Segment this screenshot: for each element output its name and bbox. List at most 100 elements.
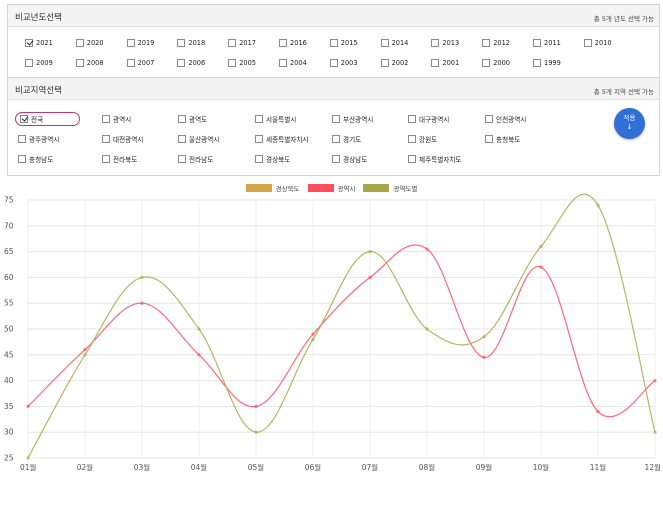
year-2009-checkbox[interactable]: 2009 — [25, 57, 53, 69]
checkbox-unchecked-icon[interactable] — [431, 59, 440, 67]
checkbox-unchecked-icon[interactable] — [177, 39, 186, 47]
year-2016-checkbox[interactable]: 2016 — [279, 37, 307, 49]
checkbox-unchecked-icon[interactable] — [102, 115, 110, 123]
checkbox-unchecked-icon[interactable] — [485, 135, 493, 143]
checkbox-unchecked-icon[interactable] — [178, 115, 186, 123]
data-point-2 — [368, 250, 372, 254]
checkbox-unchecked-icon[interactable] — [178, 135, 186, 143]
year-2015-checkbox[interactable]: 2015 — [329, 37, 358, 49]
year-2007-checkbox[interactable]: 2007 — [126, 57, 154, 69]
region-0-checkbox[interactable]: 전국 — [15, 112, 81, 126]
region-8-checkbox[interactable]: 대전광역시 — [102, 133, 143, 145]
checkbox-unchecked-icon[interactable] — [583, 39, 592, 47]
checkbox-unchecked-icon[interactable] — [380, 59, 389, 67]
checkbox-unchecked-icon[interactable] — [126, 39, 135, 47]
checkbox-unchecked-icon[interactable] — [485, 115, 493, 123]
checkbox-unchecked-icon[interactable] — [329, 59, 338, 67]
year-2004-checkbox[interactable]: 2004 — [279, 57, 307, 69]
legend-item[interactable]: 광역도별 — [363, 183, 417, 193]
region-10-checkbox[interactable]: 세종특별자치시 — [255, 133, 308, 145]
x-tick-label: 04월 — [191, 462, 208, 472]
checkbox-unchecked-icon[interactable] — [255, 135, 263, 143]
checkbox-unchecked-icon[interactable] — [18, 135, 26, 143]
year-2018-checkbox[interactable]: 2018 — [177, 37, 205, 49]
year-2008-checkbox[interactable]: 2008 — [75, 57, 104, 69]
checkbox-unchecked-icon[interactable] — [408, 135, 416, 143]
checkbox-unchecked-icon[interactable] — [482, 59, 491, 67]
region-12-checkbox[interactable]: 강원도 — [408, 133, 437, 145]
region-panel-title: 비교지역선택 — [15, 86, 62, 96]
checkbox-unchecked-icon[interactable] — [18, 155, 26, 163]
year-1999-checkbox[interactable]: 1999 — [533, 57, 561, 69]
region-7-checkbox[interactable]: 광주광역시 — [18, 133, 59, 145]
year-2006-checkbox[interactable]: 2006 — [177, 57, 205, 69]
region-18-checkbox[interactable]: 경상남도 — [332, 153, 367, 165]
year-2009-label: 2009 — [36, 59, 53, 67]
checkbox-unchecked-icon[interactable] — [332, 135, 340, 143]
year-2005-label: 2005 — [239, 59, 256, 67]
year-2020-checkbox[interactable]: 2020 — [75, 37, 104, 49]
region-19-checkbox[interactable]: 제주특별자치도 — [408, 153, 461, 165]
checkbox-checked-icon[interactable] — [25, 39, 33, 47]
region-6-checkbox[interactable]: 인천광역시 — [485, 113, 526, 125]
checkbox-unchecked-icon[interactable] — [332, 155, 340, 163]
checkbox-unchecked-icon[interactable] — [279, 59, 287, 67]
checkbox-unchecked-icon[interactable] — [380, 39, 389, 47]
legend-swatch — [245, 184, 272, 192]
year-2011-label: 2011 — [544, 39, 561, 47]
region-9-checkbox[interactable]: 울산광역시 — [178, 133, 219, 145]
region-1-checkbox[interactable]: 광역시 — [102, 113, 131, 125]
region-17-checkbox[interactable]: 경상북도 — [255, 153, 290, 165]
checkbox-unchecked-icon[interactable] — [178, 155, 186, 163]
checkbox-unchecked-icon[interactable] — [177, 59, 186, 67]
checkbox-checked-icon[interactable] — [20, 115, 28, 123]
year-2000-checkbox[interactable]: 2000 — [482, 57, 510, 69]
year-2010-checkbox[interactable]: 2010 — [583, 37, 612, 49]
legend-item[interactable]: 경상북도 — [245, 183, 300, 193]
year-2013-checkbox[interactable]: 2013 — [431, 37, 459, 49]
region-11-checkbox[interactable]: 경기도 — [332, 133, 361, 145]
checkbox-unchecked-icon[interactable] — [126, 59, 135, 67]
checkbox-unchecked-icon[interactable] — [279, 39, 287, 47]
region-2-checkbox[interactable]: 광역도 — [178, 113, 207, 125]
checkbox-unchecked-icon[interactable] — [228, 39, 237, 47]
checkbox-unchecked-icon[interactable] — [431, 39, 440, 47]
region-15-checkbox[interactable]: 전라북도 — [102, 153, 137, 165]
y-tick-label: 65 — [4, 247, 14, 256]
region-3-checkbox[interactable]: 서울특별시 — [255, 113, 296, 125]
region-9-label: 울산광역시 — [189, 136, 220, 144]
year-2012-checkbox[interactable]: 2012 — [482, 37, 510, 49]
year-2003-checkbox[interactable]: 2003 — [329, 57, 358, 69]
x-tick-label: 05월 — [248, 462, 265, 472]
checkbox-unchecked-icon[interactable] — [228, 59, 237, 67]
year-2001-checkbox[interactable]: 2001 — [431, 57, 459, 69]
checkbox-unchecked-icon[interactable] — [408, 155, 416, 163]
checkbox-unchecked-icon[interactable] — [533, 39, 541, 47]
checkbox-unchecked-icon[interactable] — [255, 115, 263, 123]
checkbox-unchecked-icon[interactable] — [332, 115, 340, 123]
checkbox-unchecked-icon[interactable] — [25, 59, 33, 67]
checkbox-unchecked-icon[interactable] — [255, 155, 263, 163]
year-2011-checkbox[interactable]: 2011 — [533, 37, 561, 49]
year-2021-checkbox[interactable]: 2021 — [25, 37, 53, 49]
region-14-checkbox[interactable]: 충청남도 — [18, 153, 53, 165]
apply-button[interactable]: 적용 ↓ — [614, 108, 645, 139]
region-16-checkbox[interactable]: 전라남도 — [178, 153, 213, 165]
region-4-checkbox[interactable]: 부산광역시 — [332, 113, 373, 125]
year-2019-checkbox[interactable]: 2019 — [126, 37, 154, 49]
year-2017-checkbox[interactable]: 2017 — [228, 37, 256, 49]
checkbox-unchecked-icon[interactable] — [482, 39, 491, 47]
checkbox-unchecked-icon[interactable] — [102, 155, 110, 163]
year-2014-checkbox[interactable]: 2014 — [380, 37, 408, 49]
legend-item[interactable]: 광역시 — [307, 183, 355, 193]
checkbox-unchecked-icon[interactable] — [329, 39, 338, 47]
region-5-checkbox[interactable]: 대구광역시 — [408, 113, 449, 125]
year-2002-checkbox[interactable]: 2002 — [380, 57, 408, 69]
checkbox-unchecked-icon[interactable] — [533, 59, 541, 67]
region-13-checkbox[interactable]: 충청북도 — [485, 133, 520, 145]
year-2005-checkbox[interactable]: 2005 — [228, 57, 256, 69]
checkbox-unchecked-icon[interactable] — [102, 135, 110, 143]
checkbox-unchecked-icon[interactable] — [408, 115, 416, 123]
checkbox-unchecked-icon[interactable] — [75, 59, 84, 67]
checkbox-unchecked-icon[interactable] — [75, 39, 84, 47]
